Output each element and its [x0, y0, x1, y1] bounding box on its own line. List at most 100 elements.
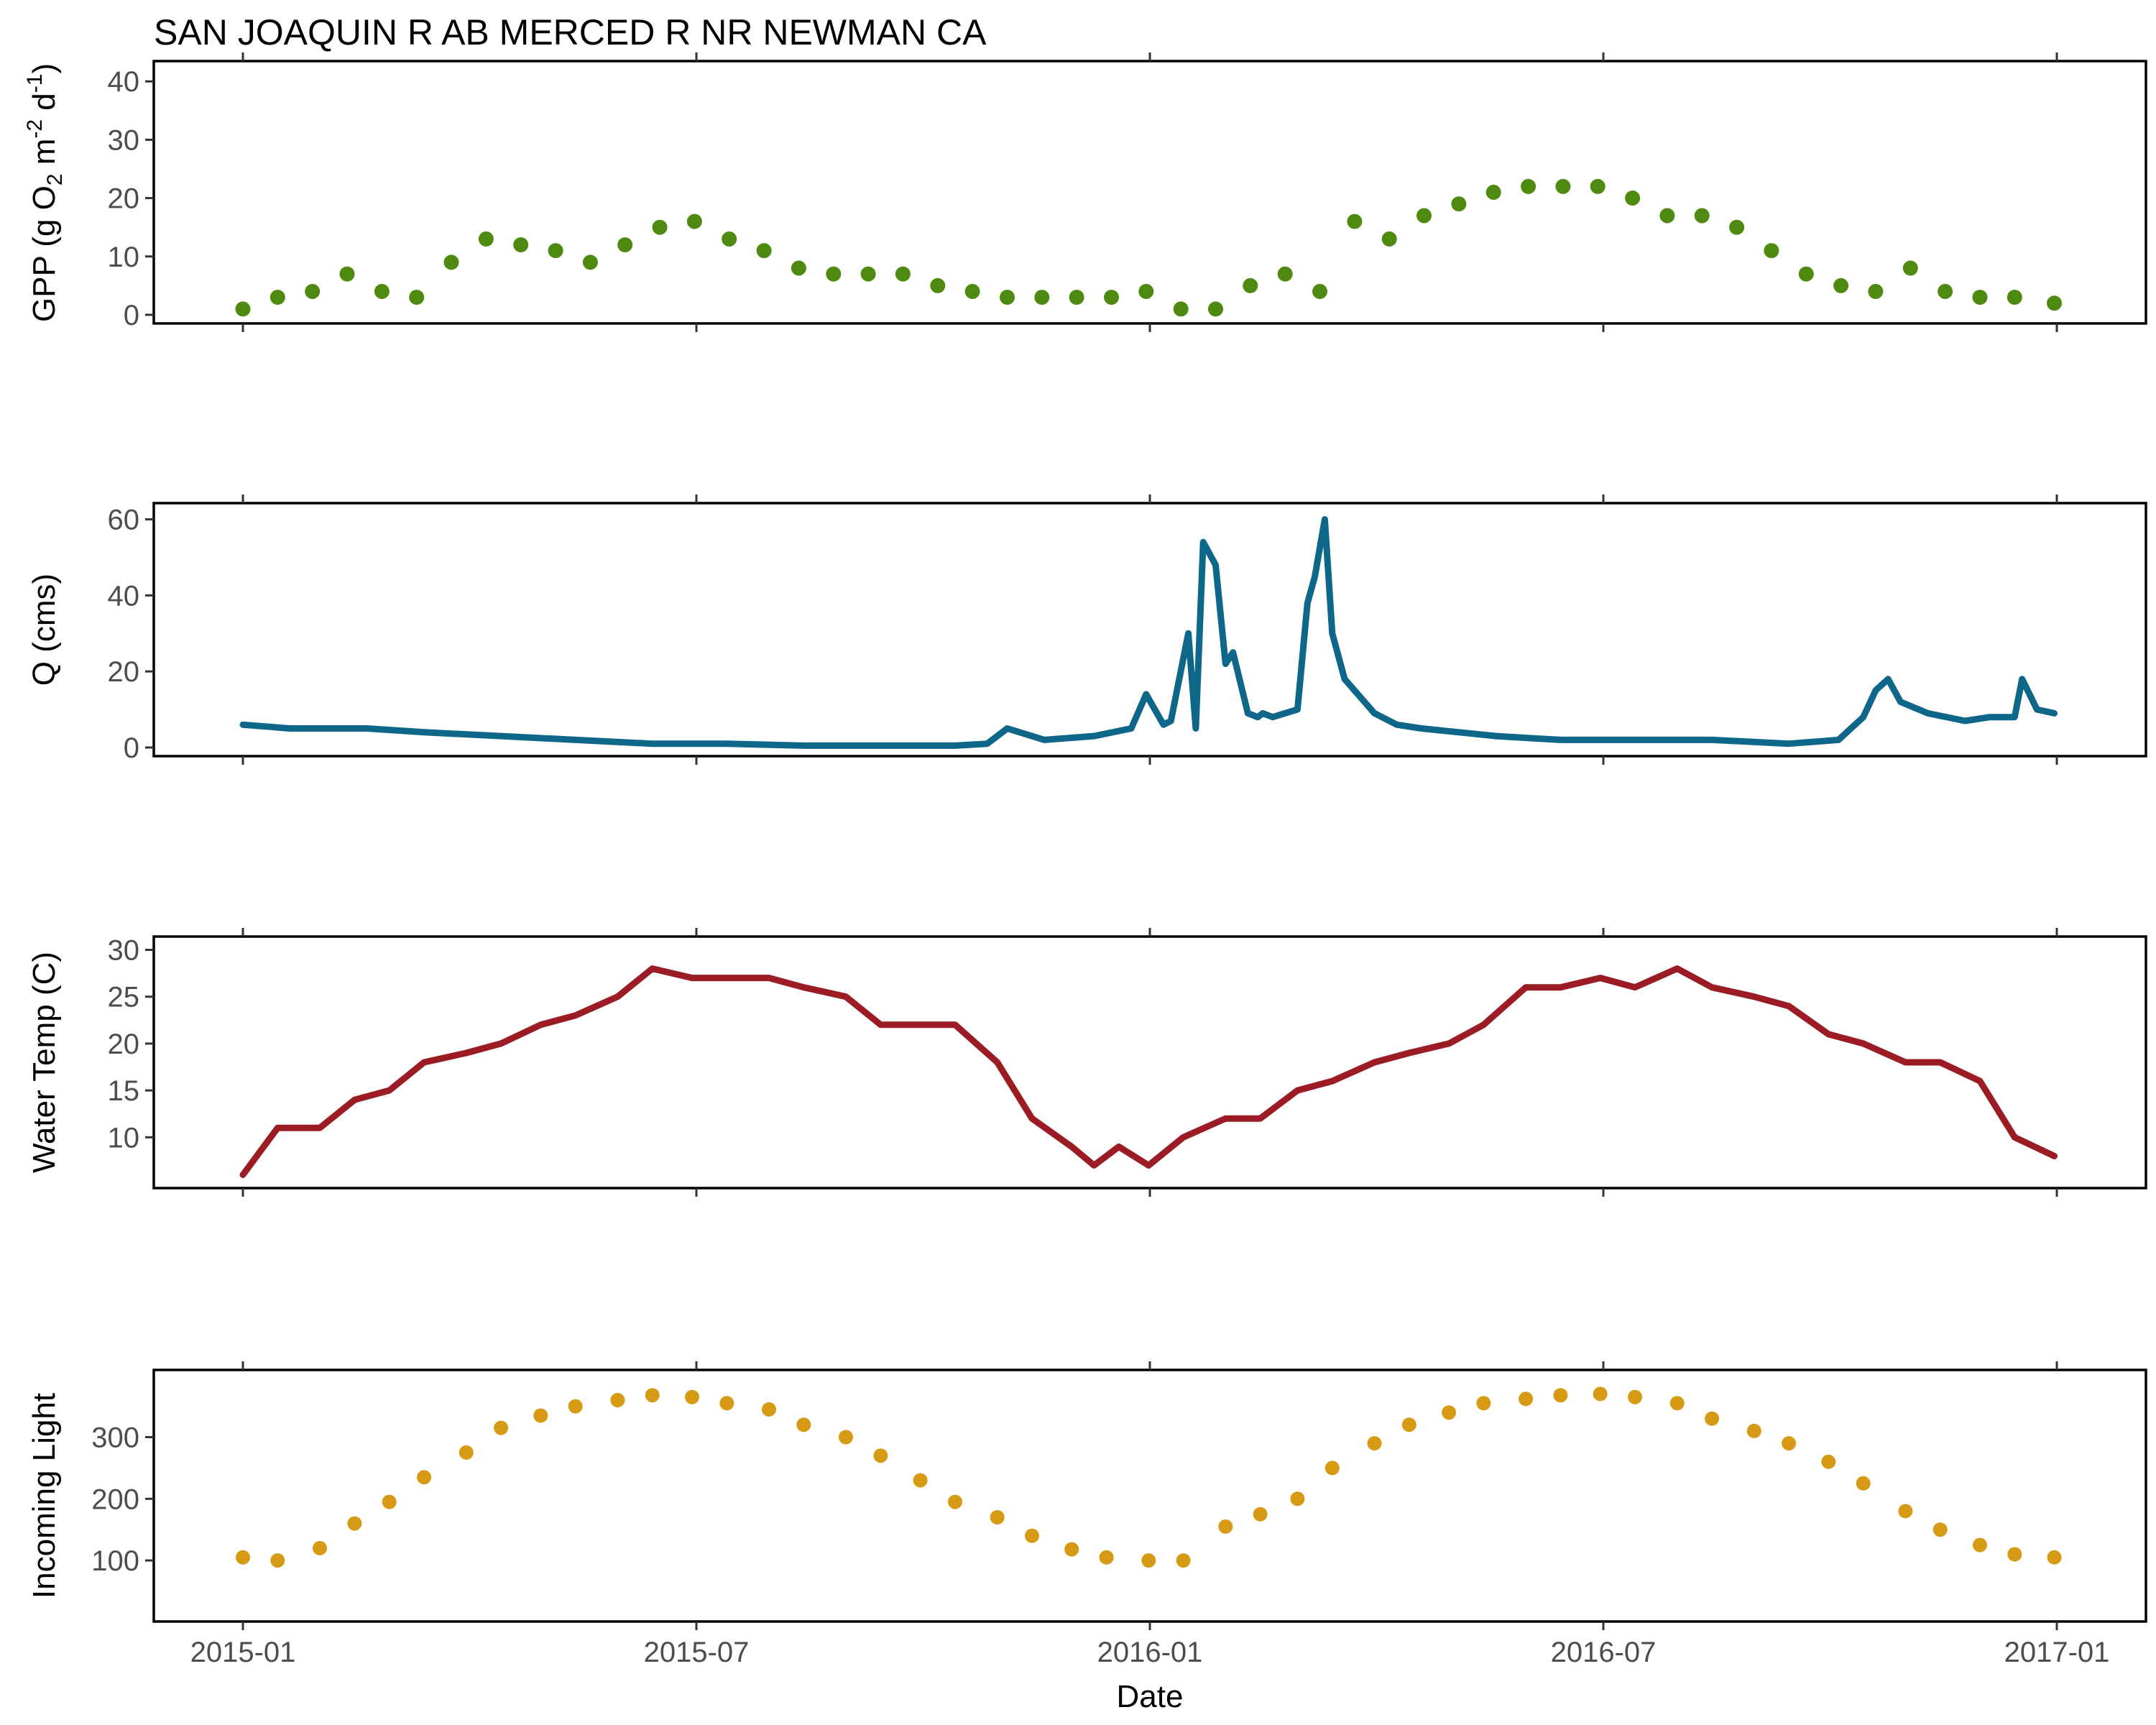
light-point-36 [1593, 1386, 1608, 1402]
gpp-point-23 [1034, 290, 1050, 305]
gpp-point-1 [270, 290, 285, 305]
light-point-48 [2047, 1550, 2062, 1565]
water-temp-y-tick-label-2: 20 [108, 1029, 140, 1060]
discharge-panel: 0 20 40 60 Q (cms) [27, 494, 2147, 765]
gpp-point-11 [617, 237, 633, 253]
gpp-point-2 [305, 284, 321, 299]
light-panel-frame [152, 1368, 2147, 1623]
x-tick-label-0: 2015-01 [190, 1637, 296, 1668]
light-point-12 [685, 1389, 699, 1404]
gpp-point-49 [1938, 284, 1953, 299]
light-point-37 [1628, 1389, 1642, 1404]
water-temp-panel-frame [152, 935, 2147, 1190]
light-point-7 [494, 1420, 509, 1435]
gpp-point-16 [791, 260, 806, 276]
gpp-point-32 [1347, 213, 1363, 229]
discharge-y-tick-label-3: 60 [108, 505, 140, 536]
light-point-3 [347, 1516, 362, 1531]
gpp-y-tick-label-4: 40 [108, 66, 140, 98]
gpp-point-44 [1764, 243, 1779, 259]
light-point-20 [990, 1510, 1005, 1524]
water-temp-series-line [239, 965, 2058, 1178]
gpp-point-42 [1694, 208, 1710, 224]
light-point-11 [645, 1388, 660, 1403]
light-point-41 [1782, 1436, 1797, 1451]
gpp-point-10 [582, 254, 598, 270]
light-point-9 [568, 1399, 583, 1414]
light-point-29 [1325, 1460, 1340, 1476]
light-point-43 [1856, 1476, 1871, 1491]
gpp-point-21 [964, 284, 980, 299]
chart-title: SAN JOAQUIN R AB MERCED R NR NEWMAN CA [154, 12, 987, 52]
light-point-14 [762, 1402, 776, 1417]
light-y-tick-label-0: 100 [91, 1545, 139, 1577]
gpp-point-13 [686, 213, 702, 229]
gpp-point-48 [1902, 260, 1918, 276]
gpp-point-34 [1416, 208, 1432, 224]
light-point-46 [1973, 1537, 1987, 1552]
discharge-y-axis-title: Q (cms) [27, 574, 62, 686]
gpp-point-36 [1485, 185, 1501, 200]
light-point-32 [1442, 1405, 1457, 1420]
light-point-42 [1821, 1454, 1836, 1469]
gpp-y-tick-label-2: 20 [108, 183, 140, 215]
gpp-y-axis-title: GPP (g O2 m-2 d-1) [23, 63, 67, 322]
x-axis-title: Date [1117, 1679, 1184, 1714]
gpp-point-52 [2047, 295, 2062, 311]
x-tick-label-3: 2016-07 [1551, 1637, 1657, 1668]
gpp-point-51 [2007, 290, 2022, 305]
gpp-point-27 [1173, 301, 1189, 317]
gpp-point-37 [1521, 178, 1537, 194]
gpp-point-33 [1381, 231, 1397, 247]
gpp-point-28 [1208, 301, 1223, 317]
gpp-y-tick-label-0: 0 [124, 300, 139, 331]
light-point-16 [839, 1430, 853, 1445]
gpp-y-tick-label-1: 10 [108, 242, 140, 273]
gpp-point-17 [826, 266, 842, 282]
light-point-27 [1253, 1506, 1268, 1522]
gpp-point-46 [1833, 277, 1849, 293]
light-point-0 [236, 1550, 250, 1565]
light-point-18 [913, 1473, 928, 1488]
gpp-point-38 [1555, 178, 1571, 194]
light-point-47 [2007, 1547, 2022, 1562]
gpp-point-9 [548, 243, 563, 259]
gpp-point-30 [1277, 266, 1293, 282]
gpp-point-6 [443, 254, 459, 270]
light-point-1 [270, 1553, 285, 1568]
light-point-35 [1553, 1388, 1568, 1403]
gpp-point-7 [478, 231, 494, 247]
water-temp-y-tick-label-0: 10 [108, 1122, 140, 1154]
gpp-point-40 [1625, 190, 1641, 206]
light-point-19 [948, 1494, 962, 1509]
light-point-38 [1669, 1396, 1685, 1411]
gpp-point-20 [930, 277, 946, 293]
gpp-y-tick-label-3: 30 [108, 124, 140, 156]
light-point-30 [1367, 1436, 1382, 1451]
gpp-point-45 [1798, 266, 1814, 282]
light-point-15 [796, 1417, 811, 1432]
light-y-tick-label-1: 200 [91, 1484, 139, 1515]
gpp-point-31 [1312, 284, 1327, 299]
gpp-point-35 [1451, 196, 1467, 212]
gpp-point-22 [1000, 290, 1015, 305]
light-point-4 [382, 1494, 397, 1509]
gpp-point-12 [652, 219, 668, 235]
light-y-tick-label-2: 300 [91, 1422, 139, 1454]
light-point-21 [1025, 1528, 1039, 1543]
gpp-point-24 [1069, 290, 1084, 305]
gpp-point-41 [1659, 208, 1675, 224]
gpp-point-26 [1138, 284, 1154, 299]
x-tick-label-4: 2017-01 [2004, 1637, 2110, 1668]
light-point-40 [1746, 1423, 1761, 1438]
x-tick-label-1: 2015-07 [644, 1637, 750, 1668]
light-point-6 [459, 1445, 474, 1460]
light-point-28 [1290, 1491, 1305, 1506]
light-point-23 [1099, 1550, 1114, 1565]
water-temp-y-tick-label-3: 25 [108, 982, 140, 1013]
light-point-44 [1898, 1504, 1913, 1519]
light-point-2 [313, 1540, 327, 1555]
light-point-22 [1064, 1542, 1079, 1557]
light-point-13 [719, 1396, 734, 1411]
water-temp-y-tick-label-1: 15 [108, 1075, 140, 1107]
